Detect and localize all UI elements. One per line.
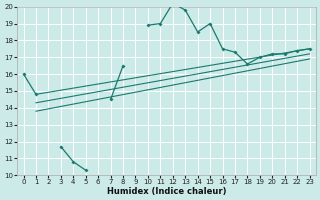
X-axis label: Humidex (Indice chaleur): Humidex (Indice chaleur) [107,187,226,196]
